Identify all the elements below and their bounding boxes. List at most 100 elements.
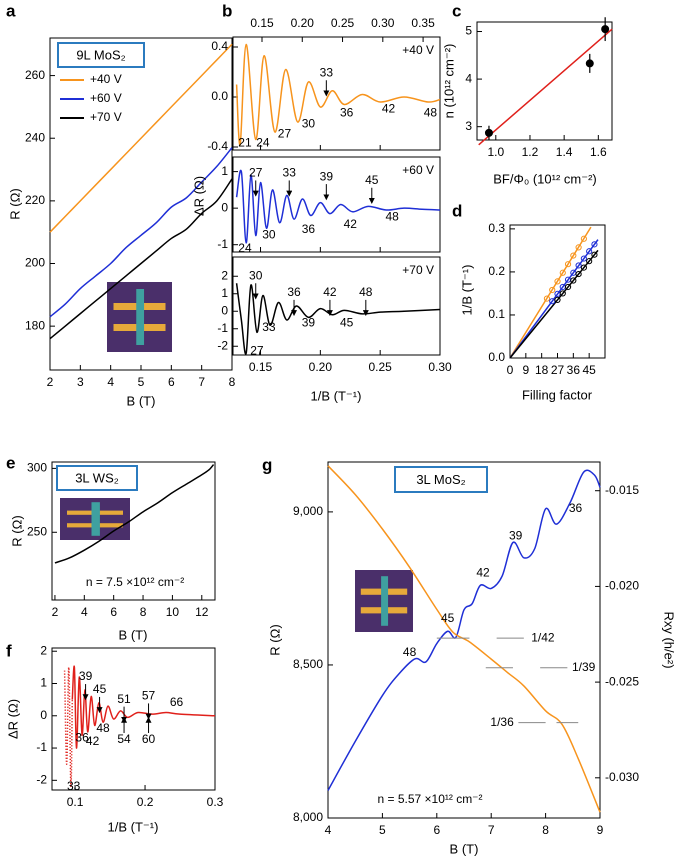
y-tick-label: 4	[465, 71, 472, 85]
sample-box	[56, 465, 138, 491]
x-tick-label: 0.1	[67, 795, 84, 809]
panel-letter: b	[222, 1, 232, 20]
x-tick-label: 0	[507, 363, 514, 377]
y-tick-label: -2	[36, 772, 47, 786]
annotation: 1/36	[490, 715, 514, 729]
annotation: 42	[344, 217, 358, 231]
data-line	[235, 169, 441, 244]
data-line	[235, 283, 441, 355]
annotation: 33	[262, 320, 276, 334]
data-point	[585, 59, 594, 68]
panel-letter: c	[452, 1, 461, 20]
annotation: 39	[79, 669, 93, 683]
y-axis-label: n (10¹² cm⁻²)	[441, 44, 456, 119]
x-axis-label: 1/B (T⁻¹)	[108, 819, 159, 834]
panel-letter: g	[262, 455, 272, 474]
y-tick-label: 9,000	[293, 504, 323, 518]
data-point	[601, 25, 610, 34]
x-tick-label: 6	[433, 823, 440, 837]
y-tick-label: 8,000	[293, 810, 323, 824]
plot-frame	[51, 647, 216, 791]
annotation: 27	[278, 127, 292, 141]
x-tick-label: 0.30	[428, 360, 452, 374]
y-tick-label: 0.0	[211, 89, 228, 103]
y-axis-label: R (Ω)	[9, 515, 24, 546]
y-tick-label: -2	[217, 338, 228, 352]
annotation: 1/42	[531, 630, 555, 644]
annotation: 27	[250, 344, 264, 358]
data-point	[559, 290, 566, 297]
annotation: 36	[340, 105, 354, 119]
annotation: 42	[86, 734, 100, 748]
annotation: 66	[170, 695, 184, 709]
y-tick-label: -0.4	[207, 139, 228, 153]
x-tick-label: 9	[597, 823, 604, 837]
y-tick-label: -1	[217, 321, 228, 335]
data-point	[484, 128, 493, 137]
annotation: 42	[382, 102, 396, 116]
sample-box	[57, 42, 145, 68]
sample-label: 9L MoS₂	[76, 47, 125, 62]
x-tick-label: 0.3	[207, 795, 224, 809]
x-tick-label: 18	[535, 363, 549, 377]
x-tick-label: 45	[582, 363, 596, 377]
annotation: 30	[262, 228, 276, 242]
x-tick-label: 0.15	[249, 360, 273, 374]
annotation: 60	[142, 732, 156, 746]
data-point	[591, 251, 598, 258]
annotation: 48	[424, 105, 438, 119]
x-tick-label: 36	[567, 363, 581, 377]
annotation: 36	[569, 501, 583, 515]
y-tick-label: 0.4	[211, 39, 228, 53]
y-axis-label: R (Ω)	[267, 624, 282, 655]
subplot-label: +60 V	[402, 163, 434, 177]
plot-frame	[327, 461, 601, 819]
y-tick-label: 0.2	[488, 264, 505, 278]
y-tick-label: 2	[40, 643, 47, 657]
data-point	[564, 283, 572, 291]
annotation: 36	[287, 285, 301, 299]
panel-letter: d	[452, 201, 462, 220]
data-line	[54, 464, 215, 564]
data-point	[554, 296, 561, 303]
y-tick-label: -1	[36, 740, 47, 754]
x-axis-label: Filling factor	[522, 387, 593, 402]
data-point	[575, 270, 582, 278]
data-point	[564, 261, 572, 268]
y-axis-label: ΔR (Ω)	[191, 176, 206, 216]
x-tick-label: 12	[195, 605, 209, 619]
y-tick-label: -1	[217, 237, 228, 251]
legend-label: +70 V	[90, 110, 122, 124]
annotation: 48	[96, 721, 110, 735]
annotation: 30	[302, 117, 316, 131]
y-tick-label: 8,500	[293, 657, 323, 671]
y-tick-label: 0.1	[488, 307, 505, 321]
inset-detail	[136, 289, 145, 345]
data-point	[570, 277, 577, 284]
sample-label: 3L WS₂	[75, 470, 119, 485]
x-tick-label: 7	[488, 823, 495, 837]
data-line	[49, 147, 233, 318]
annotation: 39	[302, 316, 316, 330]
x-axis-label: BF/Φ₀ (10¹² cm⁻²)	[493, 171, 597, 186]
y-tick-label: 250	[27, 524, 47, 538]
y-tick-label: 0.3	[488, 221, 505, 235]
y-tick-label: 2	[221, 268, 228, 282]
y-tick-label: 0	[221, 200, 228, 214]
x-axis-label: 1/B (T⁻¹)	[311, 388, 362, 403]
annotation: 33	[320, 65, 334, 79]
y-tick-label: 200	[25, 256, 45, 270]
annotation: 42	[476, 565, 490, 579]
x2-tick-label: 0.25	[331, 16, 355, 30]
annotation: 48	[385, 209, 399, 223]
x-tick-label: 0.20	[309, 360, 333, 374]
data-line	[235, 43, 441, 146]
subplot-label: +40 V	[402, 43, 434, 57]
x2-tick-label: 0.15	[250, 16, 274, 30]
y2-tick-label: -0.025	[605, 674, 639, 688]
annotation: 45	[441, 611, 455, 625]
x-tick-label: 5	[379, 823, 386, 837]
y-axis-label: ΔR (Ω)	[5, 699, 20, 739]
y-tick-label: 5	[465, 24, 472, 38]
